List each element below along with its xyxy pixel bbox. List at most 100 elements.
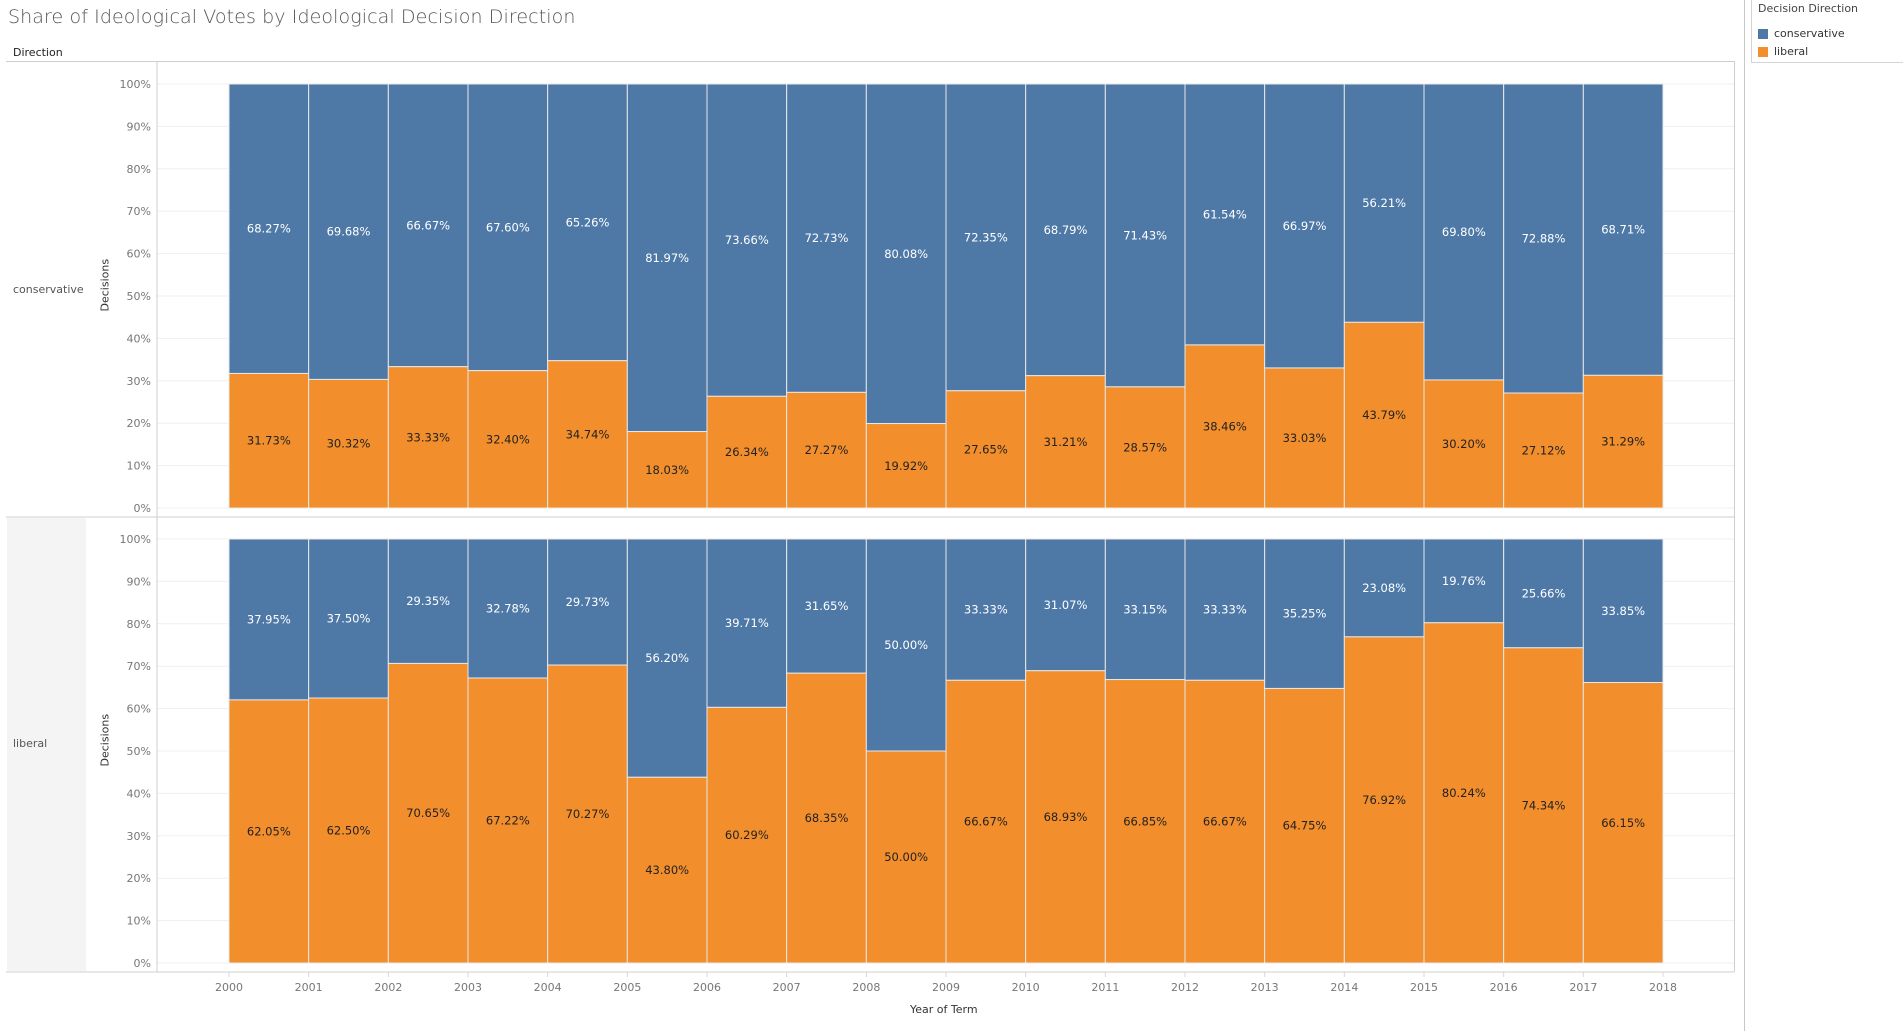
bar-conservative	[467, 83, 549, 372]
x-tick-label: 2011	[1091, 981, 1119, 994]
data-label-conservative: 72.88%	[1522, 232, 1566, 246]
data-label-liberal: 27.12%	[1522, 444, 1566, 458]
x-tick-label: 2014	[1330, 981, 1358, 994]
bar-liberal	[1423, 622, 1505, 964]
color-legend: Decision Direction conservative liberal	[1751, 0, 1903, 63]
bar-liberal	[945, 390, 1027, 509]
y-tick-label: 60%	[127, 248, 151, 261]
bar-conservative	[467, 538, 549, 679]
y-tick-label: 80%	[127, 163, 151, 176]
bar-liberal	[626, 431, 708, 509]
data-label-liberal: 70.27%	[566, 807, 610, 821]
y-tick-label: 90%	[127, 120, 151, 133]
bar-conservative	[1025, 538, 1106, 672]
bar-conservative	[308, 83, 389, 380]
data-label-liberal: 30.20%	[1442, 437, 1486, 451]
bar-liberal	[945, 679, 1027, 964]
data-label-liberal: 19.92%	[884, 459, 928, 473]
data-label-conservative: 67.60%	[486, 220, 530, 234]
data-label-conservative: 31.65%	[805, 599, 849, 613]
bar-conservative	[1582, 538, 1664, 684]
header-divider	[6, 61, 1735, 62]
data-label-conservative: 68.71%	[1601, 223, 1645, 237]
row-label-liberal[interactable]: liberal	[13, 737, 48, 750]
row-label-conservative[interactable]: conservative	[13, 283, 84, 296]
legend-swatch-conservative	[1758, 28, 1768, 39]
data-label-liberal: 33.33%	[406, 430, 450, 444]
y-tick-label: 60%	[127, 703, 151, 716]
data-label-conservative: 32.78%	[486, 601, 530, 615]
bar-liberal	[387, 366, 469, 509]
bar-liberal	[467, 677, 549, 964]
data-label-liberal: 32.40%	[486, 432, 530, 446]
bar-liberal	[865, 423, 947, 509]
legend-label-conservative: conservative	[1774, 27, 1845, 40]
bar-liberal	[706, 395, 788, 509]
data-label-conservative: 69.68%	[327, 225, 371, 239]
legend-title: Decision Direction	[1758, 2, 1859, 15]
bar-conservative	[626, 538, 708, 778]
legend-separator	[1744, 0, 1745, 1031]
y-tick-label: 20%	[127, 872, 151, 885]
data-label-liberal: 28.57%	[1123, 440, 1167, 454]
bar-liberal	[308, 697, 389, 964]
data-label-conservative: 72.73%	[805, 231, 849, 245]
bar-liberal	[1582, 682, 1664, 964]
x-tick-label: 2008	[852, 981, 880, 994]
bar-liberal	[786, 672, 867, 964]
bar-conservative	[626, 83, 708, 433]
data-label-conservative: 68.79%	[1044, 223, 1088, 237]
bar-conservative	[1104, 538, 1186, 681]
data-label-liberal: 66.15%	[1601, 816, 1645, 830]
data-label-liberal: 43.80%	[645, 863, 689, 877]
bar-conservative	[1343, 538, 1425, 638]
data-label-liberal: 66.67%	[964, 815, 1008, 829]
data-label-conservative: 66.67%	[406, 218, 450, 232]
x-tick-label: 2017	[1569, 981, 1597, 994]
bar-liberal	[547, 360, 628, 509]
y-tick-label: 10%	[127, 460, 151, 473]
bar-conservative	[1264, 538, 1345, 689]
x-axis-title: Year of Term	[910, 1003, 978, 1016]
legend-item-conservative[interactable]: conservative	[1758, 27, 1845, 40]
bar-conservative	[865, 538, 947, 752]
x-tick-label: 2013	[1251, 981, 1279, 994]
y-tick-label: 90%	[127, 575, 151, 588]
data-label-liberal: 60.29%	[725, 828, 769, 842]
x-tick-label: 2015	[1410, 981, 1438, 994]
bar-conservative	[1184, 538, 1266, 681]
bar-liberal	[467, 370, 549, 509]
data-label-liberal: 27.27%	[805, 443, 849, 457]
bar-conservative	[547, 83, 628, 362]
data-label-liberal: 30.32%	[327, 437, 371, 451]
data-label-conservative: 50.00%	[884, 638, 928, 652]
data-label-conservative: 65.26%	[566, 215, 610, 229]
bar-liberal	[1025, 375, 1106, 509]
bar-liberal	[626, 776, 708, 964]
x-tick-label: 2018	[1649, 981, 1677, 994]
bar-conservative	[1503, 538, 1584, 649]
data-label-conservative: 69.80%	[1442, 225, 1486, 239]
chart-title: Share of Ideological Votes by Ideologica…	[8, 6, 576, 28]
y-tick-label: 30%	[127, 830, 151, 843]
bar-conservative	[1503, 83, 1584, 394]
y-tick-label: 10%	[127, 915, 151, 928]
bar-liberal	[1104, 386, 1186, 509]
data-label-conservative: 31.07%	[1044, 598, 1088, 612]
x-tick-label: 2012	[1171, 981, 1199, 994]
bar-conservative	[786, 83, 867, 393]
bar-liberal	[228, 372, 310, 509]
row-header-direction: Direction	[13, 46, 63, 59]
x-tick-label: 2003	[454, 981, 482, 994]
data-label-conservative: 56.20%	[645, 651, 689, 665]
y-tick-label: 50%	[127, 290, 151, 303]
data-label-conservative: 37.95%	[247, 612, 291, 626]
legend-item-liberal[interactable]: liberal	[1758, 45, 1808, 58]
data-label-liberal: 76.92%	[1362, 793, 1406, 807]
pane-right-border	[1734, 61, 1735, 972]
data-label-conservative: 25.66%	[1522, 586, 1566, 600]
data-label-liberal: 68.35%	[805, 811, 849, 825]
bar-conservative	[786, 538, 867, 674]
data-label-conservative: 19.76%	[1442, 574, 1486, 588]
y-tick-label: 30%	[127, 375, 151, 388]
